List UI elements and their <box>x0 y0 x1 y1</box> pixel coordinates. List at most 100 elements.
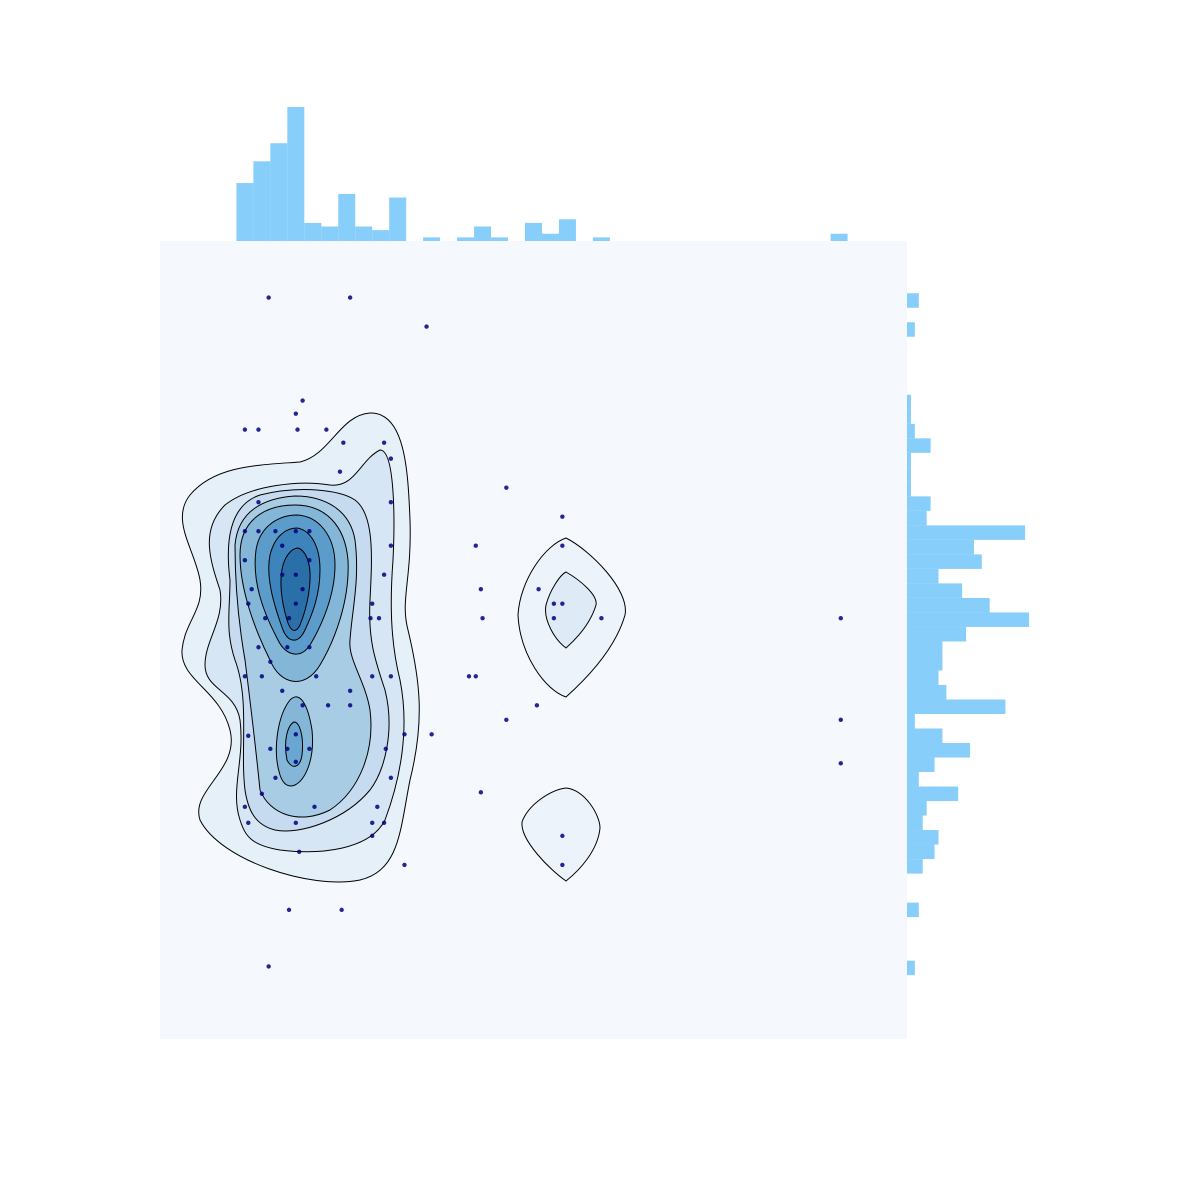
scatter-point <box>466 674 472 679</box>
scatter-point <box>307 645 312 650</box>
scatter-point <box>293 759 299 765</box>
scatter-point <box>381 572 387 577</box>
scatter-point <box>560 543 565 548</box>
scatter-point <box>295 427 300 432</box>
scatter-point <box>388 543 394 548</box>
scatter-point <box>551 616 557 621</box>
scatter-point <box>388 674 394 679</box>
histogram-bar <box>907 655 943 671</box>
histogram-bar <box>907 670 939 685</box>
scatter-point <box>560 601 565 606</box>
scatter-point <box>480 616 485 621</box>
scatter-point <box>551 601 557 606</box>
scatter-point <box>242 528 248 534</box>
histogram-bar <box>389 197 407 241</box>
histogram-bar <box>474 226 492 241</box>
histogram-bar <box>525 222 542 241</box>
histogram-bar <box>270 143 288 241</box>
scatter-point <box>242 674 248 679</box>
histogram-bar <box>907 293 919 308</box>
histogram-bar <box>907 772 919 787</box>
histogram-bar <box>304 222 322 241</box>
scatter-point <box>307 558 312 563</box>
histogram-bar <box>558 219 576 241</box>
histogram-bar <box>253 161 271 241</box>
scatter-point <box>293 732 299 737</box>
histogram-bar <box>457 237 475 241</box>
scatter-point <box>341 440 346 445</box>
histogram-bar <box>907 423 915 439</box>
scatter-point <box>300 703 305 708</box>
histogram-bar <box>907 641 943 656</box>
histogram-bar <box>907 539 974 555</box>
scatter-point <box>286 616 292 621</box>
scatter-point <box>285 645 290 650</box>
scatter-point <box>504 485 509 490</box>
histogram-bar <box>907 960 915 976</box>
scatter-point <box>376 616 382 621</box>
scatter-point <box>286 907 292 913</box>
histogram-bar <box>907 699 1006 714</box>
scatter-point <box>242 427 248 432</box>
scatter-point <box>368 616 373 621</box>
scatter-point <box>242 804 248 810</box>
scatter-point <box>280 688 285 693</box>
histogram-bar <box>830 233 848 241</box>
scatter-point <box>388 499 394 505</box>
histogram-bar <box>907 830 939 845</box>
scatter-point <box>324 427 329 432</box>
scatter-point <box>312 804 317 810</box>
density-contours <box>181 412 626 883</box>
histogram-bar <box>907 815 923 831</box>
scatter-point <box>307 746 312 752</box>
scatter-point <box>402 732 407 737</box>
scatter-point <box>293 528 299 534</box>
histogram-bar <box>592 237 610 241</box>
histogram-bar <box>236 183 254 241</box>
scatter-point <box>273 775 278 781</box>
scatter-point <box>293 411 299 416</box>
scatter-point <box>249 587 254 592</box>
histogram-bar <box>321 226 339 241</box>
histogram-bar <box>907 467 911 482</box>
scatter-point <box>280 572 285 577</box>
histogram-bar <box>338 193 356 241</box>
histogram-bar <box>541 233 559 241</box>
scatter-point <box>347 688 353 693</box>
scatter-point <box>838 761 843 766</box>
scatter-point <box>256 645 261 650</box>
histogram-bar <box>491 237 509 241</box>
scatter-point <box>560 514 565 519</box>
scatter-point <box>293 820 299 826</box>
scatter-point <box>266 295 271 300</box>
scatter-point <box>370 820 375 826</box>
histogram-bar <box>907 452 911 468</box>
scatter-point <box>838 717 843 722</box>
scatter-point <box>280 543 285 548</box>
scatter-point <box>313 674 319 679</box>
histogram-bar <box>355 226 373 241</box>
scatter-point <box>388 775 394 781</box>
scatter-point <box>370 674 375 679</box>
histogram-bar <box>907 859 923 874</box>
histogram-bar <box>907 844 935 860</box>
scatter-point <box>293 601 299 606</box>
scatter-point <box>375 804 380 810</box>
histogram-bar <box>907 597 990 613</box>
scatter-point <box>297 849 302 855</box>
scatter-point <box>478 587 484 592</box>
histogram-bar <box>907 902 919 918</box>
histogram-bar <box>907 612 1030 627</box>
scatter-point <box>268 746 273 752</box>
scatter-point <box>263 616 268 621</box>
scatter-point <box>285 746 290 752</box>
scatter-point <box>325 703 331 708</box>
scatter-point <box>370 833 375 839</box>
scatter-point <box>256 427 261 432</box>
scatter-point <box>347 703 353 708</box>
histogram-bar <box>907 409 911 424</box>
scatter-point <box>473 674 478 679</box>
scatter-point <box>268 659 273 664</box>
histogram-bar <box>907 496 931 511</box>
